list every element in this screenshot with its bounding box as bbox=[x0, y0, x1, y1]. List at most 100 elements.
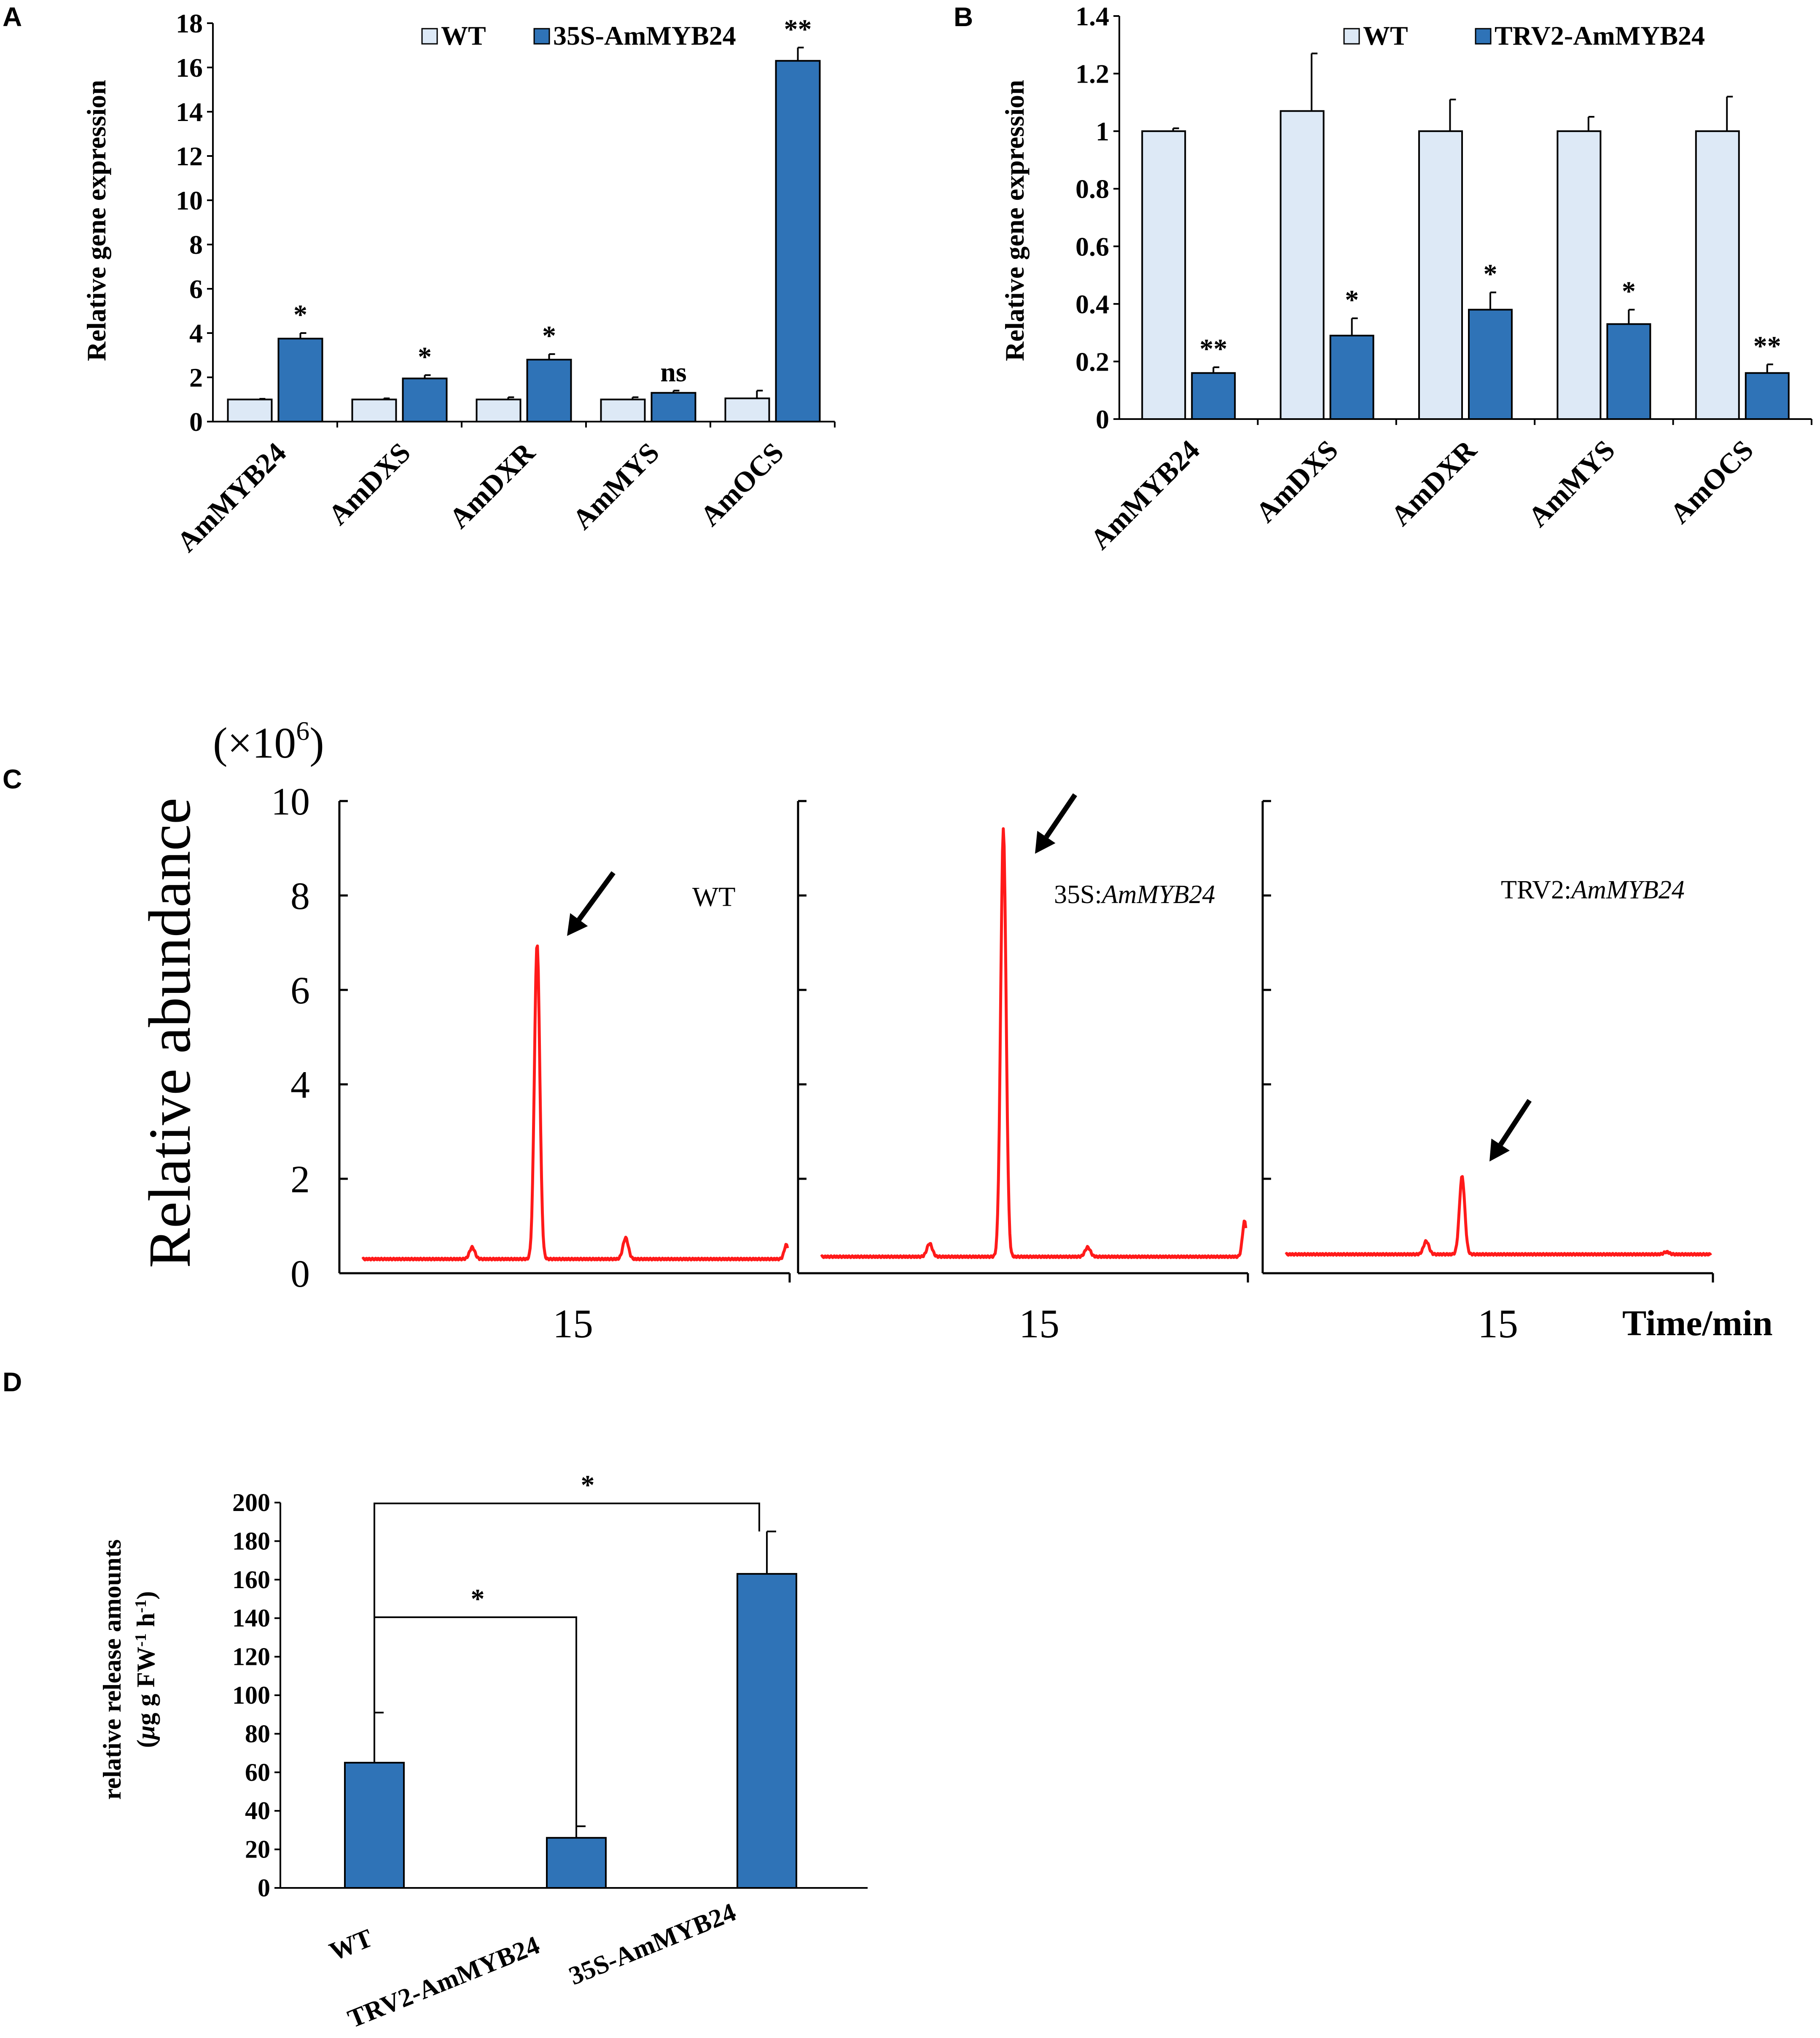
series-label-wt: WT bbox=[692, 882, 736, 912]
panel-d-significance-brackets: ** bbox=[374, 1470, 760, 1826]
bar-WT-AmMYB24 bbox=[1141, 130, 1186, 420]
panel-d-bars bbox=[344, 1573, 797, 1889]
scale-close: ) bbox=[309, 719, 324, 767]
y-tick-label: 18 bbox=[176, 8, 203, 38]
y-tick-label: 200 bbox=[232, 1489, 270, 1516]
bar-WT-AmOCS bbox=[724, 397, 770, 422]
y-tick-label: 12 bbox=[176, 141, 203, 171]
y-tick-label: 180 bbox=[232, 1527, 270, 1555]
panel-b-error-bars bbox=[1172, 52, 1773, 373]
significance-marker: * bbox=[293, 299, 307, 330]
legend-label-wt: WT bbox=[441, 21, 486, 51]
category-label: AmMYS bbox=[1522, 434, 1621, 533]
bar-35S-AmMYB24-AmMYS bbox=[651, 392, 696, 422]
y-tick-label: 4 bbox=[290, 1063, 310, 1106]
panel-b-categories: AmMYB24 AmDXS AmDXR AmMYS AmOCS bbox=[1084, 433, 1759, 555]
legend-label-trv2: TRV2-AmMYB24 bbox=[1495, 21, 1705, 51]
panel-c-series-labels: WT 35S:AmMYB24 TRV2:AmMYB24 bbox=[692, 876, 1685, 912]
y-tick-label: 8 bbox=[290, 874, 310, 917]
y-tick-label: 4 bbox=[189, 318, 203, 348]
peak-arrow-shaft bbox=[577, 871, 616, 921]
panel-a-legend: WT 35S-AmMYB24 bbox=[421, 21, 736, 51]
panel-b-legend: WT TRV2-AmMYB24 bbox=[1343, 21, 1705, 51]
significance-marker: ** bbox=[1199, 333, 1227, 364]
bar-WT bbox=[344, 1761, 405, 1889]
panel-c-traces bbox=[361, 827, 1712, 1262]
panel-b-y-ticks: 0 0.2 0.4 0.6 0.8 1 1.2 1.4 bbox=[1075, 1, 1119, 434]
panel-c-scale-label: (×106) bbox=[213, 716, 324, 767]
significance-marker: * bbox=[542, 320, 556, 351]
bar-WT-AmOCS bbox=[1695, 130, 1740, 420]
panel-b-chart: Relative gene expression 0 0.2 0.4 0.6 0.8 1 1… bbox=[1000, 1, 1812, 556]
bar-35S-AmMYB24-AmOCS bbox=[775, 60, 821, 422]
y-tick-label: 20 bbox=[245, 1836, 270, 1863]
y-tick-label: 40 bbox=[245, 1797, 270, 1825]
category-label: AmMYS bbox=[566, 436, 665, 535]
legend-swatch-35s bbox=[533, 28, 550, 45]
peak-arrow-shaft bbox=[1498, 1099, 1532, 1146]
significance-marker: ns bbox=[660, 357, 686, 388]
panel-b-significance: ******* bbox=[1199, 259, 1781, 365]
bar-WT-AmMYS bbox=[600, 398, 646, 422]
panel-a-ylabel: Relative gene expression bbox=[81, 80, 111, 361]
y-tick-label: 2 bbox=[290, 1158, 310, 1201]
panel-d-y-ticks: 0 20 40 60 80 100 120 140 160 180 200 bbox=[232, 1489, 280, 1902]
y-tick-label: 0.2 bbox=[1075, 347, 1109, 376]
x-tick-label: 15 bbox=[1478, 1301, 1518, 1346]
panel-c-peak-arrows bbox=[567, 793, 1532, 1161]
bar-TRV2-AmMYB24-AmDXR bbox=[1468, 309, 1513, 420]
panel-b-label: B bbox=[954, 2, 973, 32]
panel-d-error-bars bbox=[374, 1530, 776, 1838]
significance-marker: * bbox=[1484, 259, 1497, 290]
significance-bracket bbox=[374, 1503, 760, 1713]
y-tick-label: 1.2 bbox=[1075, 59, 1109, 89]
bar-TRV2-AmMYB24 bbox=[546, 1837, 607, 1889]
y-tick-label: 140 bbox=[232, 1604, 270, 1632]
y-tick-label: 0 bbox=[290, 1252, 310, 1295]
significance-marker: * bbox=[1622, 276, 1636, 307]
category-label: AmDXS bbox=[322, 436, 417, 531]
y-tick-label: 14 bbox=[176, 97, 203, 127]
panel-a-bars bbox=[227, 60, 821, 422]
significance-marker: * bbox=[1345, 285, 1359, 315]
panel-c-chart: (×106) Relative abundance Time/min 02468… bbox=[136, 716, 1773, 1346]
panel-c-x-tick-labels: 15 15 15 bbox=[553, 1301, 1518, 1346]
bar-TRV2-AmMYB24-AmMYS bbox=[1606, 323, 1651, 420]
bar-WT-AmDXR bbox=[1418, 130, 1463, 420]
bar-WT-AmDXS bbox=[1280, 110, 1325, 420]
series-label-35s: 35S:AmMYB24 bbox=[1054, 880, 1215, 909]
significance-marker: ** bbox=[784, 14, 812, 45]
panel-a-significance: ***ns** bbox=[293, 14, 812, 388]
bar-TRV2-AmMYB24-AmMYB24 bbox=[1191, 372, 1236, 420]
category-label: AmMYB24 bbox=[170, 436, 292, 558]
y-tick-label: 10 bbox=[176, 186, 203, 215]
panel-d-ylabel-line2: (μg g FW-1 h-1) bbox=[132, 1591, 160, 1748]
panel-a-y-ticks: 0 2 4 6 8 10 12 14 16 18 bbox=[176, 8, 213, 437]
y-tick-label: 0 bbox=[189, 407, 203, 437]
panel-d-ylabel-line1: relative release amounts bbox=[98, 1539, 126, 1800]
peak-arrow-head bbox=[567, 913, 588, 936]
category-label: AmDXR bbox=[443, 436, 541, 534]
panel-d-label: D bbox=[3, 1367, 22, 1397]
y-tick-label: 0 bbox=[1096, 404, 1109, 434]
significance-marker: * bbox=[418, 341, 432, 372]
legend-swatch-trv2 bbox=[1475, 28, 1492, 45]
panel-c-axes bbox=[338, 801, 1714, 1282]
panel-b-bars bbox=[1141, 110, 1790, 420]
y-tick-label: 16 bbox=[176, 53, 203, 83]
category-label: AmOCS bbox=[1664, 434, 1759, 530]
y-tick-label: 1 bbox=[1096, 116, 1109, 146]
panel-a-chart: Relative gene expression 0 2 4 6 8 10 12 14 16 18… bbox=[81, 8, 836, 558]
category-label-wt: WT bbox=[325, 1924, 376, 1967]
peak-arrow-head bbox=[1035, 831, 1056, 854]
y-tick-label: 0 bbox=[258, 1874, 270, 1902]
peak-arrow-head bbox=[1489, 1138, 1510, 1161]
panel-a-error-bars bbox=[258, 46, 804, 400]
y-tick-label: 100 bbox=[232, 1681, 270, 1709]
legend-swatch-wt bbox=[421, 28, 438, 45]
bar-TRV2-AmMYB24-AmDXS bbox=[1329, 334, 1374, 420]
y-tick-label: 160 bbox=[232, 1566, 270, 1594]
x-tick-label: 15 bbox=[553, 1301, 593, 1346]
significance-marker: ** bbox=[1753, 331, 1781, 361]
